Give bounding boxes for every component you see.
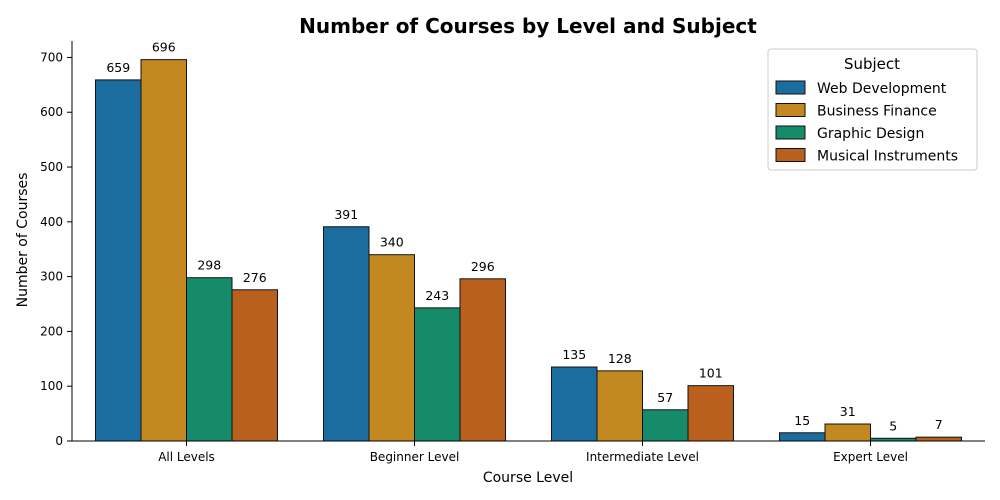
- legend-label: Business Finance: [817, 104, 937, 120]
- legend-swatch: [775, 148, 806, 162]
- bar: [824, 423, 871, 442]
- data-label: 659: [106, 60, 130, 75]
- x-tick-label: Intermediate Level: [586, 450, 699, 464]
- legend-label: Web Development: [817, 81, 947, 97]
- legend-label: Musical Instruments: [817, 149, 958, 165]
- y-tick-label: 200: [40, 324, 63, 338]
- data-label: 243: [425, 288, 449, 303]
- data-label: 391: [334, 207, 358, 222]
- bar: [687, 385, 734, 442]
- bar: [915, 436, 962, 442]
- data-label: 7: [935, 417, 943, 432]
- x-axis-label: Course Level: [483, 470, 573, 486]
- y-axis: 0 100 200 300 400 500 600 700: [40, 41, 73, 448]
- bar: [642, 409, 689, 442]
- y-tick-label: 100: [40, 379, 63, 393]
- legend-items: Web Development Business Finance Graphic D…: [775, 80, 958, 165]
- data-label: 696: [152, 40, 176, 55]
- bar: [414, 307, 461, 442]
- data-label: 276: [243, 270, 267, 285]
- y-tick-label: 500: [40, 160, 63, 174]
- data-label: 31: [840, 404, 856, 419]
- legend-swatch: [775, 103, 806, 117]
- bar: [323, 226, 370, 442]
- legend-frame: [767, 48, 978, 171]
- bar: [186, 277, 233, 442]
- bar: [596, 370, 643, 442]
- bar: [368, 254, 415, 442]
- data-label: 296: [471, 259, 495, 274]
- y-tick-label: 400: [40, 215, 63, 229]
- x-tick-label: All Levels: [158, 450, 215, 464]
- legend-title: Subject: [844, 55, 900, 73]
- x-tick-label: Beginner Level: [370, 450, 460, 464]
- data-label: 135: [562, 347, 586, 362]
- x-axis: All Levels Beginner Level Intermediate Lev…: [72, 440, 985, 464]
- y-tick-label: 300: [40, 270, 63, 284]
- bar: [231, 289, 278, 442]
- x-tick-label: Expert Level: [833, 450, 908, 464]
- data-label: 15: [794, 413, 810, 428]
- bar: [95, 79, 142, 442]
- y-tick-label: 600: [40, 105, 63, 119]
- data-label: 298: [197, 258, 221, 273]
- data-label: 5: [889, 418, 897, 433]
- data-label: 101: [699, 366, 723, 381]
- bar: [779, 432, 826, 442]
- data-label: 340: [380, 235, 404, 250]
- bar: [551, 366, 598, 442]
- legend-label: Graphic Design: [817, 126, 924, 142]
- bars-group: [95, 59, 962, 442]
- legend: Subject Web Development Business Finance G…: [767, 48, 978, 171]
- y-axis-label: Number of Courses: [15, 173, 31, 308]
- data-label: 57: [657, 390, 673, 405]
- y-tick-label: 0: [55, 434, 63, 448]
- data-label: 128: [608, 351, 632, 366]
- legend-swatch: [775, 80, 806, 95]
- y-tick-label: 700: [40, 50, 63, 64]
- bar: [140, 59, 187, 442]
- legend-swatch: [775, 125, 806, 140]
- bar: [459, 278, 506, 442]
- chart-title: Number of Courses by Level and Subject: [299, 14, 757, 38]
